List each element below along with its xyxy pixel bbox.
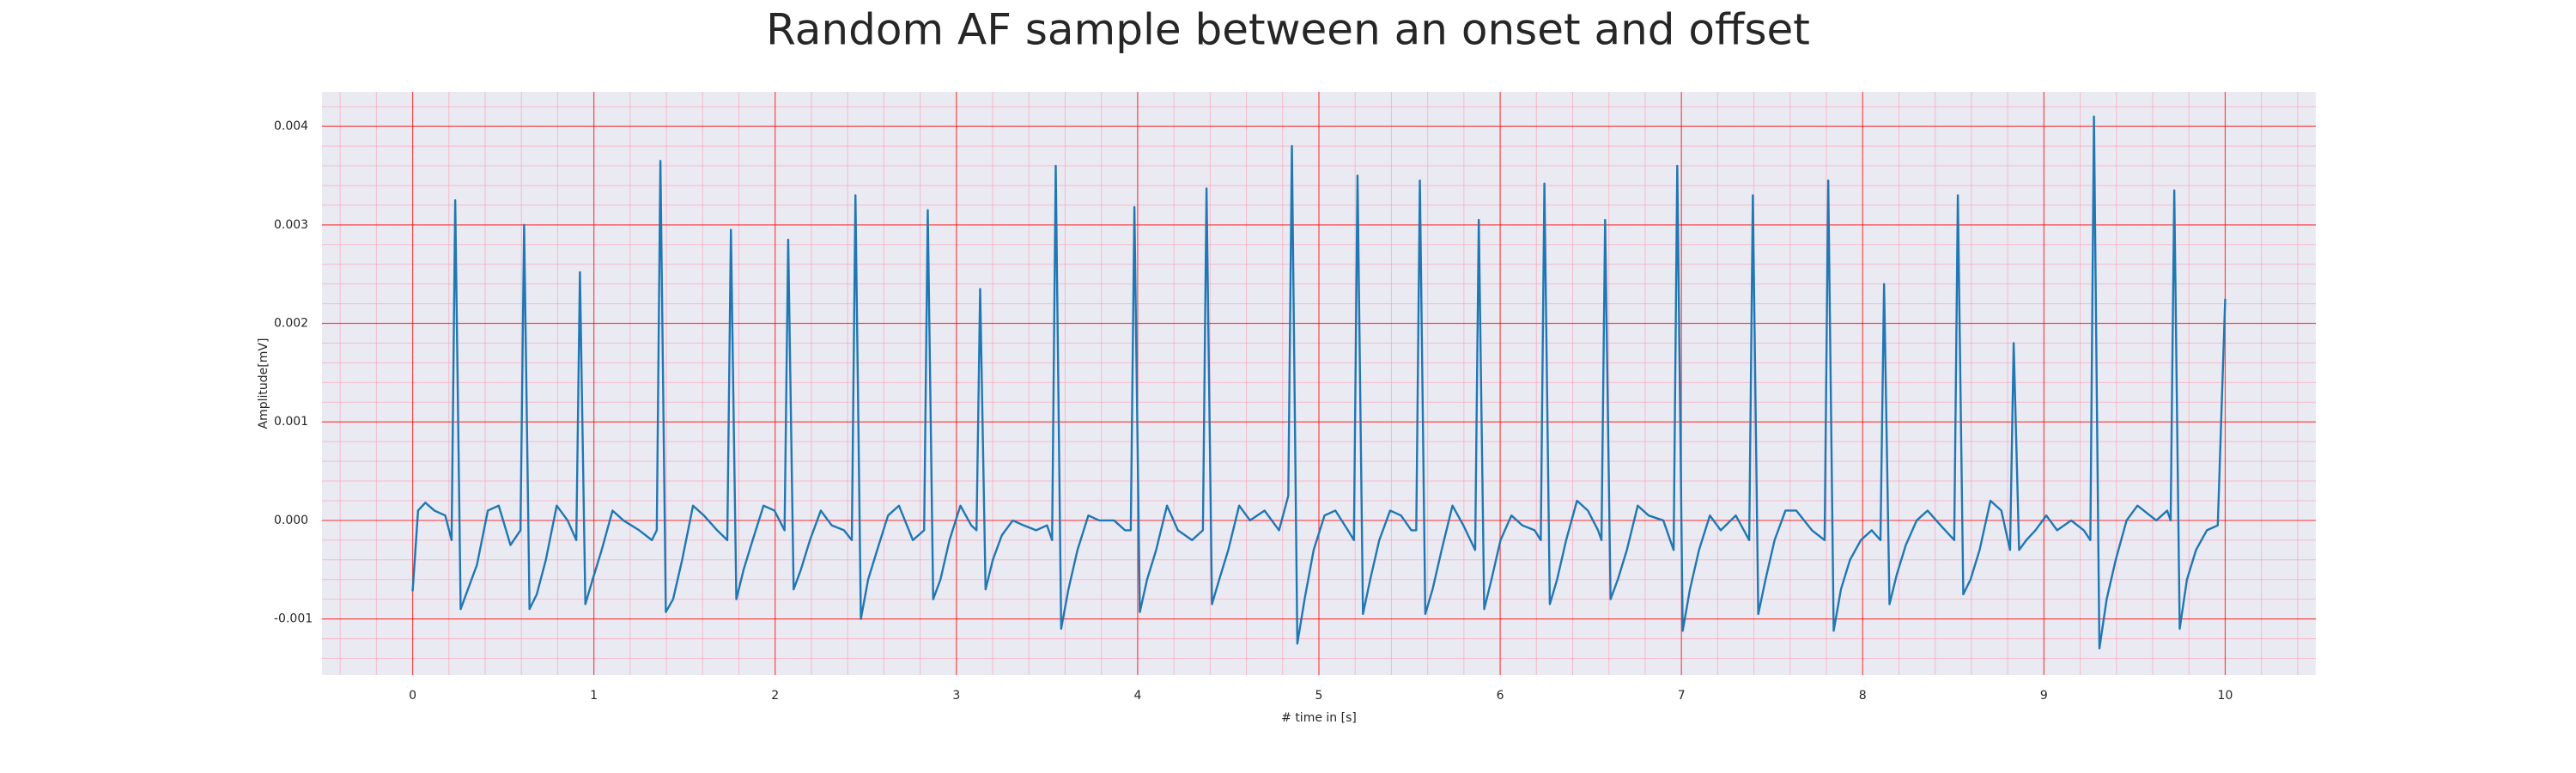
y-tick-label: 0.001 (274, 415, 308, 429)
x-tick-label: 2 (771, 689, 779, 703)
y-tick-label: 0.003 (274, 218, 308, 232)
y-tick-label: 0.000 (274, 514, 308, 527)
x-tick-label: 7 (1678, 689, 1686, 703)
x-tick-label: 6 (1497, 689, 1504, 703)
x-tick-label: 10 (2218, 689, 2233, 703)
x-tick-label: 9 (2040, 689, 2048, 703)
x-axis-label: # time in [s] (1281, 711, 1357, 725)
y-tick-label: 0.002 (274, 317, 308, 331)
x-tick-label: 1 (590, 689, 598, 703)
ecg-line (411, 115, 2227, 650)
x-tick-label: 0 (409, 689, 416, 703)
x-tick-label: 3 (952, 689, 960, 703)
x-tick-label: 4 (1133, 689, 1141, 703)
chart-title: Random AF sample between an onset and of… (766, 5, 1810, 55)
x-tick-label: 8 (1859, 689, 1867, 703)
y-axis-label: Amplitude[mV] (257, 338, 270, 429)
x-tick-label: 5 (1315, 689, 1323, 703)
y-tick-label: 0.004 (274, 119, 308, 133)
y-tick-label: -0.001 (274, 612, 313, 626)
